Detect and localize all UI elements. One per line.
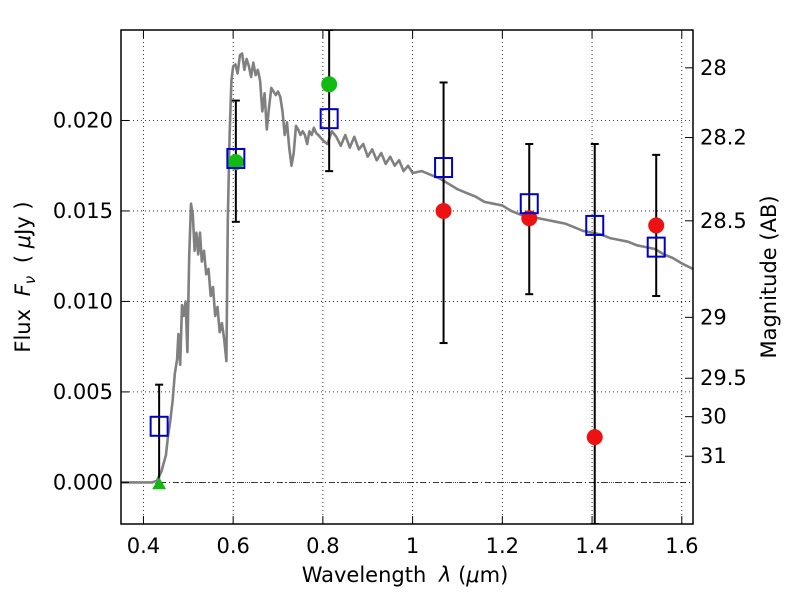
x-axis-label-text: Wavelength (302, 563, 427, 587)
model-spectrum (121, 52, 693, 484)
x-axis-label-symbol: λ (438, 563, 451, 587)
y2-axis-label: Magnitude (AB) (757, 195, 781, 358)
y2-tick-label: 31 (700, 444, 727, 468)
y2-tick-label: 28.2 (700, 126, 747, 150)
x-axis-label: Wavelength λ (μm) (302, 563, 509, 587)
model-band-box (585, 214, 605, 236)
x-tick-label: 1.2 (486, 534, 519, 558)
detection-point (435, 202, 452, 219)
detection-point (648, 217, 665, 234)
x-tick-label: 0.8 (306, 534, 339, 558)
x-axis-label-unit-mu: μ (465, 563, 479, 587)
x-tick-label: 1.6 (665, 534, 698, 558)
model-band-boxes (149, 108, 666, 437)
y2-axis-ticks: 28 28.2 28.5 29 29.5 30 31 (685, 56, 747, 468)
plot-frame (120, 29, 694, 525)
x-axis-label-unit-rest: m) (480, 563, 509, 587)
y2-tick-label: 28 (700, 56, 727, 80)
y2-tick-label: 29 (700, 305, 727, 329)
x-tick-label: 1.4 (575, 534, 608, 558)
model-band-box (434, 157, 454, 179)
y-axis-label-unit-rest: Jy ) (11, 201, 35, 237)
data-points (152, 76, 665, 490)
grid-lines (121, 30, 693, 524)
model-spectrum-line (121, 52, 693, 484)
model-band-box (149, 415, 169, 437)
x-tick-label: 0.6 (216, 534, 249, 558)
upper-limit-marker (152, 477, 167, 490)
detection-point (586, 429, 603, 446)
y-axis-label: Flux Fν ( μJy ) (11, 201, 39, 352)
y-axis-label-subscript: ν (21, 276, 39, 284)
y2-tick-label: 29.5 (700, 366, 747, 390)
x-tick-label: 1 (406, 534, 419, 558)
model-band-box (319, 108, 339, 130)
model-band-box (646, 236, 666, 258)
model-band-box (519, 193, 539, 215)
y-tick-label: 0.020 (53, 108, 113, 132)
x-axis-ticks: 0.4 0.6 0.8 1 1.2 1.4 1.6 (127, 30, 698, 558)
y2-tick-label: 30 (700, 405, 727, 429)
y-axis-label-symbol: F (11, 283, 35, 296)
y2-tick-label: 28.5 (700, 209, 747, 233)
y-axis-label-unit-open: ( (11, 255, 35, 263)
y-axis-ticks: 0.000 0.005 0.010 0.015 0.020 (53, 108, 129, 494)
model-band-box (226, 147, 246, 169)
secondary-detection-point (227, 154, 244, 171)
x-tick-label: 0.4 (127, 534, 160, 558)
y-axis-label-unit-mu: μ (11, 235, 35, 249)
y-tick-label: 0.010 (53, 289, 113, 313)
y-tick-label: 0.000 (53, 470, 113, 494)
y-tick-label: 0.005 (53, 380, 113, 404)
x-axis-label-unit-open: ( (458, 563, 466, 587)
y-tick-label: 0.015 (53, 199, 113, 223)
secondary-detection-point (321, 76, 338, 93)
y-axis-label-text: Flux (11, 309, 35, 353)
